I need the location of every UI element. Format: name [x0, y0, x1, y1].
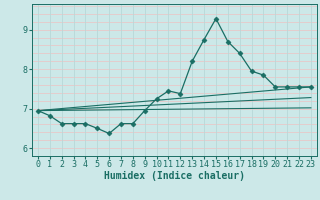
X-axis label: Humidex (Indice chaleur): Humidex (Indice chaleur) [104, 171, 245, 181]
